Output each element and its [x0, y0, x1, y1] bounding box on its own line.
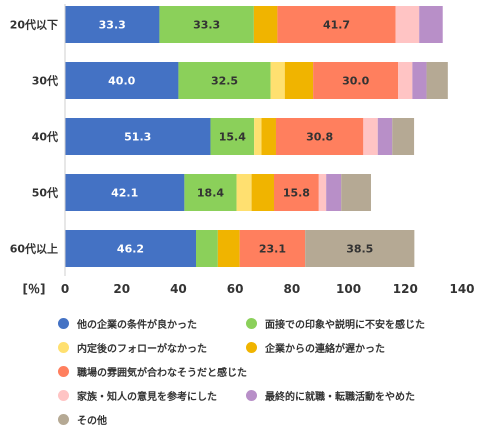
- legend-label-3: 内定後のフォローがなかった: [77, 344, 207, 355]
- bar-segment-2-4: [284, 62, 314, 99]
- bar-segment-5-8: [305, 230, 415, 267]
- legend-label-4: 企業からの連絡が遅かった: [265, 344, 385, 355]
- legend-label-1: 他の企業の条件が良かった: [77, 320, 197, 331]
- x-tick-label-6: 100: [336, 282, 361, 296]
- x-axis-unit-label: [％]: [23, 282, 46, 296]
- legend-item-3: 内定後のフォローがなかった: [58, 340, 207, 355]
- legend-swatch-3: [58, 342, 69, 353]
- bar-segment-2-6: [398, 62, 413, 99]
- legend-swatch-2: [246, 318, 257, 329]
- bar-segment-1-1: [65, 6, 160, 43]
- data-label-5-5: 23.1: [259, 243, 286, 256]
- bar-segment-5-1: [65, 230, 197, 267]
- category-label-4: 50代: [32, 186, 58, 200]
- bar-segment-3-8: [392, 118, 415, 155]
- bar-segment-4-1: [65, 174, 185, 211]
- data-label-5-1: 46.2: [117, 243, 144, 256]
- bar-segment-4-2: [184, 174, 237, 211]
- legend-item-5: 職場の雰囲気が合わなそうだと感じた: [58, 364, 247, 379]
- bar-segment-1-7: [419, 6, 443, 43]
- legend-label-6: 家族・知人の意見を参考にした: [77, 392, 217, 403]
- bar-segment-5-5: [239, 230, 306, 267]
- legend-label-5: 職場の雰囲気が合わなそうだと感じた: [77, 368, 247, 379]
- legend-item-2: 面接での印象や説明に不安を感じた: [246, 316, 425, 331]
- x-tick-label-1: 0: [61, 282, 69, 296]
- bar-segment-5-4: [217, 230, 240, 267]
- data-label-4-1: 42.1: [111, 187, 138, 200]
- bar-segment-4-4: [251, 174, 274, 211]
- bar-segment-4-7: [326, 174, 342, 211]
- bar-segment-3-6: [363, 118, 378, 155]
- bar-segment-3-2: [210, 118, 255, 155]
- bar-segment-1-5: [277, 6, 396, 43]
- bar-segment-2-1: [65, 62, 179, 99]
- data-label-1-1: 33.3: [99, 19, 126, 32]
- category-label-2: 30代: [32, 74, 58, 88]
- legend-swatch-1: [58, 318, 69, 329]
- stacked-bar-chart: 33.3 33.3 41.7 40.0 32.5 30.0 51.3 15.4 30.8 42.1…: [10, 4, 475, 296]
- bar-segment-1-4: [253, 6, 278, 43]
- legend-swatch-7: [246, 390, 257, 401]
- x-tick-labels-group: 0 20 40 60 80 100 120 140: [61, 282, 475, 296]
- data-label-2-5: 30.0: [342, 75, 369, 88]
- data-label-3-5: 30.8: [306, 131, 333, 144]
- bar-segment-4-5: [273, 174, 319, 211]
- bar-segment-3-3: [254, 118, 262, 155]
- data-label-4-5: 15.8: [283, 187, 310, 200]
- legend-swatch-4: [246, 342, 257, 353]
- x-tick-label-4: 60: [227, 282, 244, 296]
- data-label-1-5: 41.7: [323, 19, 350, 32]
- bar-segment-2-3: [270, 62, 285, 99]
- bar-segment-2-7: [412, 62, 427, 99]
- legend-label-2: 面接での印象や説明に不安を感じた: [265, 320, 425, 331]
- data-label-3-2: 15.4: [219, 131, 246, 144]
- data-label-5-8: 38.5: [346, 243, 373, 256]
- bar-segment-4-6: [318, 174, 327, 211]
- bars-group: [65, 6, 448, 267]
- bar-segment-4-8: [341, 174, 371, 211]
- bar-segment-2-5: [313, 62, 399, 99]
- data-label-2-2: 32.5: [211, 75, 238, 88]
- x-tick-label-7: 120: [393, 282, 418, 296]
- legend-item-7: 最終的に就職・転職活動をやめた: [246, 388, 415, 403]
- bar-segment-3-7: [377, 118, 393, 155]
- legend-swatch-6: [58, 390, 69, 401]
- x-tick-label-2: 20: [113, 282, 130, 296]
- legend-item-1: 他の企業の条件が良かった: [58, 316, 197, 331]
- bar-segment-3-4: [261, 118, 276, 155]
- bar-segment-3-5: [275, 118, 364, 155]
- data-label-4-2: 18.4: [197, 187, 224, 200]
- data-label-1-2: 33.3: [193, 19, 220, 32]
- category-label-5: 60代以上: [10, 242, 58, 256]
- bar-segment-2-2: [178, 62, 271, 99]
- legend-item-6: 家族・知人の意見を参考にした: [58, 388, 217, 403]
- legend-swatch-8: [58, 414, 69, 425]
- bar-segment-1-6: [395, 6, 420, 43]
- legend-swatch-5: [58, 366, 69, 377]
- bar-segment-5-2: [196, 230, 218, 267]
- bar-segment-1-2: [159, 6, 254, 43]
- bar-segment-4-3: [236, 174, 252, 211]
- bar-segment-3-1: [65, 118, 211, 155]
- data-label-2-1: 40.0: [108, 75, 135, 88]
- legend-item-4: 企業からの連絡が遅かった: [246, 340, 385, 355]
- x-tick-label-8: 140: [449, 282, 474, 296]
- x-tick-label-3: 40: [170, 282, 187, 296]
- legend-label-7: 最終的に就職・転職活動をやめた: [265, 392, 415, 403]
- category-label-1: 20代以下: [10, 18, 58, 32]
- x-tick-label-5: 80: [284, 282, 301, 296]
- category-labels-group: 20代以下 30代 40代 50代 60代以上: [10, 18, 58, 256]
- category-label-3: 40代: [32, 130, 58, 144]
- legend-item-8: その他: [58, 412, 107, 427]
- bar-segment-2-8: [426, 62, 448, 99]
- data-labels-group: 33.3 33.3 41.7 40.0 32.5 30.0 51.3 15.4 30.8 42.1…: [99, 19, 374, 256]
- legend-label-8: その他: [77, 416, 107, 427]
- data-label-3-1: 51.3: [124, 131, 151, 144]
